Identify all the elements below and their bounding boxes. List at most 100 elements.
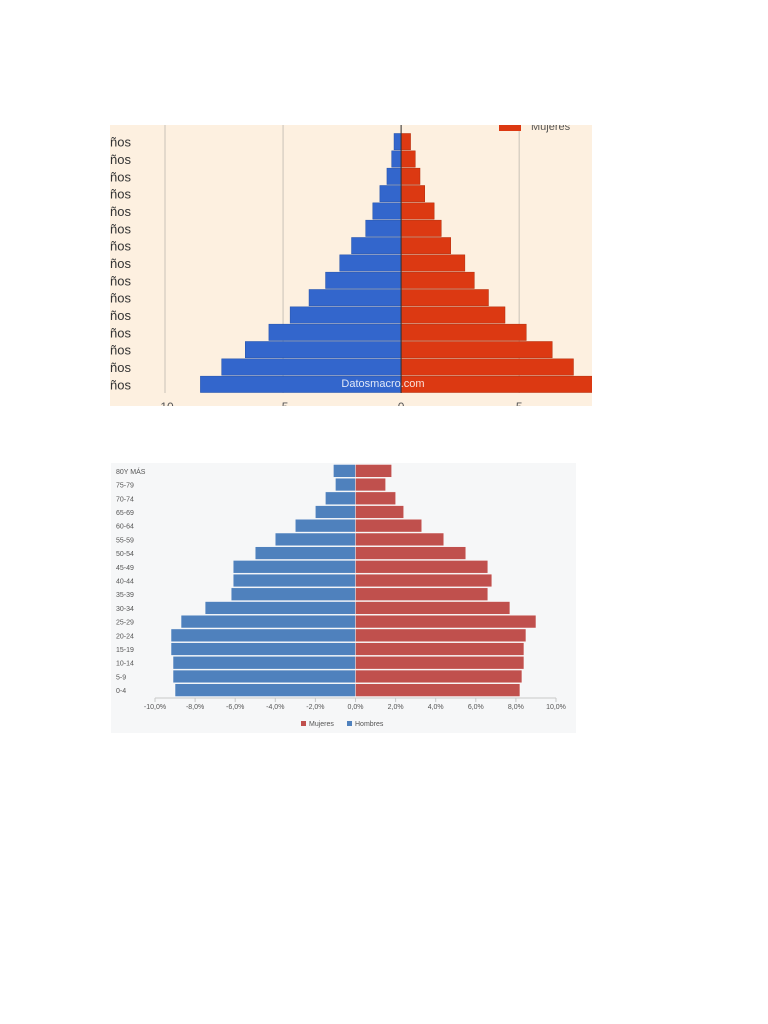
age-group-label: 10-14 <box>116 661 134 668</box>
x-tick-label: -10 <box>156 400 174 406</box>
bar-mujeres <box>400 341 553 359</box>
x-tick-label: 10,0% <box>546 704 566 711</box>
bar-mujeres <box>355 491 396 505</box>
bar-mujeres <box>400 323 527 341</box>
bar-hombres <box>232 560 356 574</box>
category-label: ños <box>110 343 131 358</box>
bar-hombres <box>170 628 356 642</box>
bar-mujeres <box>400 219 442 237</box>
bar-mujeres <box>400 306 506 324</box>
category-label: ños <box>110 308 131 323</box>
bar-hombres <box>351 237 402 255</box>
bar-mujeres <box>400 150 416 168</box>
bar-hombres <box>365 219 402 237</box>
bar-hombres <box>335 478 356 492</box>
x-tick-label: 0 <box>398 400 405 406</box>
x-tick-label: -4,0% <box>266 704 284 711</box>
legend-swatch-hombres <box>347 721 352 726</box>
bar-mujeres <box>355 573 493 588</box>
bar-hombres <box>172 669 356 683</box>
age-group-label: 25-29 <box>116 620 134 627</box>
age-group-label: 40-44 <box>116 579 134 586</box>
x-tick-label: 4,0% <box>428 704 444 711</box>
age-group-label: 75-79 <box>116 483 134 490</box>
bar-mujeres <box>355 464 392 478</box>
bar-mujeres <box>400 237 451 255</box>
watermark: Datosmacro.com <box>341 378 424 390</box>
bar-mujeres <box>400 202 435 220</box>
bar-mujeres <box>355 656 525 670</box>
pyramid-2-svg: 80Y MÁS 75-79 70-74 65-69 60-64 55-59 50-54 45-… <box>116 464 566 728</box>
bar-mujeres <box>400 254 466 272</box>
bar-mujeres <box>355 519 422 533</box>
age-group-label: 15-19 <box>116 647 134 654</box>
legend-swatch-mujeres <box>301 721 306 726</box>
category-label: ños <box>110 169 131 184</box>
bar-hombres <box>315 505 356 519</box>
bar-hombres <box>372 202 402 220</box>
category-label: ños <box>110 239 131 254</box>
bar-hombres <box>232 573 356 588</box>
category-label: ños <box>110 291 131 306</box>
category-label: ños <box>110 273 131 288</box>
bar-mujeres <box>400 185 425 203</box>
bar-mujeres <box>355 601 511 615</box>
legend-swatch-mujeres <box>499 125 521 131</box>
bar-mujeres <box>355 669 523 683</box>
bar-mujeres <box>400 358 574 376</box>
bar-mujeres <box>355 505 404 519</box>
bar-hombres <box>325 271 402 289</box>
bar-hombres <box>172 656 356 670</box>
bar-hombres <box>174 683 356 697</box>
category-label: ños <box>110 187 131 202</box>
x-tick-label: -8,0% <box>186 704 204 711</box>
bar-mujeres <box>355 560 489 574</box>
bar-mujeres <box>400 167 421 185</box>
bar-hombres <box>308 289 402 307</box>
bar-hombres <box>221 358 402 376</box>
bar-hombres <box>333 464 356 478</box>
pyramid-1-svg: ños ños ños ños ños ños ños ños ños ños ños ños ños ñ… <box>110 125 592 406</box>
bar-mujeres <box>355 628 527 642</box>
bar-mujeres <box>355 587 489 601</box>
age-group-label: 55-59 <box>116 537 134 544</box>
bar-hombres <box>325 491 356 505</box>
bar-hombres <box>180 615 356 629</box>
age-group-label: 20-24 <box>116 633 134 640</box>
bar-mujeres <box>355 642 525 656</box>
bar-hombres <box>295 519 356 533</box>
category-label: ños <box>110 256 131 271</box>
bar-hombres <box>393 133 402 151</box>
bar-hombres <box>391 150 402 168</box>
bar-hombres <box>245 341 402 359</box>
category-label: ños <box>110 360 131 375</box>
bar-hombres <box>170 642 356 656</box>
age-group-label: 50-54 <box>116 551 134 558</box>
x-tick-label: 8,0% <box>508 704 524 711</box>
bar-hombres <box>289 306 402 324</box>
bar-hombres <box>268 323 402 341</box>
bar-mujeres <box>400 271 475 289</box>
x-tick-label: -5 <box>278 400 289 406</box>
bar-mujeres <box>355 615 537 629</box>
bar-mujeres <box>355 478 386 492</box>
bar-hombres <box>230 587 356 601</box>
age-group-label: 60-64 <box>116 524 134 531</box>
legend-label-mujeres: Mujeres <box>531 125 571 133</box>
category-label: ños <box>110 221 131 236</box>
category-label: ños <box>110 325 131 340</box>
x-tick-label: -2,0% <box>306 704 324 711</box>
bar-mujeres <box>355 683 521 697</box>
age-group-label: 70-74 <box>116 496 134 503</box>
bar-hombres <box>339 254 402 272</box>
category-label: ños <box>110 135 131 150</box>
age-group-label: 35-39 <box>116 592 134 599</box>
x-tick-label: -10,0% <box>144 704 166 711</box>
x-tick-label: 6,0% <box>468 704 484 711</box>
category-label: ños <box>110 152 131 167</box>
population-pyramid-chart-1: ños ños ños ños ños ños ños ños ños ños ños ños ños ñ… <box>110 125 592 406</box>
bar-hombres <box>255 546 356 560</box>
population-pyramid-chart-2: 80Y MÁS 75-79 70-74 65-69 60-64 55-59 50-54 45-… <box>111 463 576 733</box>
legend-label-mujeres: Mujeres <box>309 721 334 728</box>
bar-mujeres <box>400 289 489 307</box>
